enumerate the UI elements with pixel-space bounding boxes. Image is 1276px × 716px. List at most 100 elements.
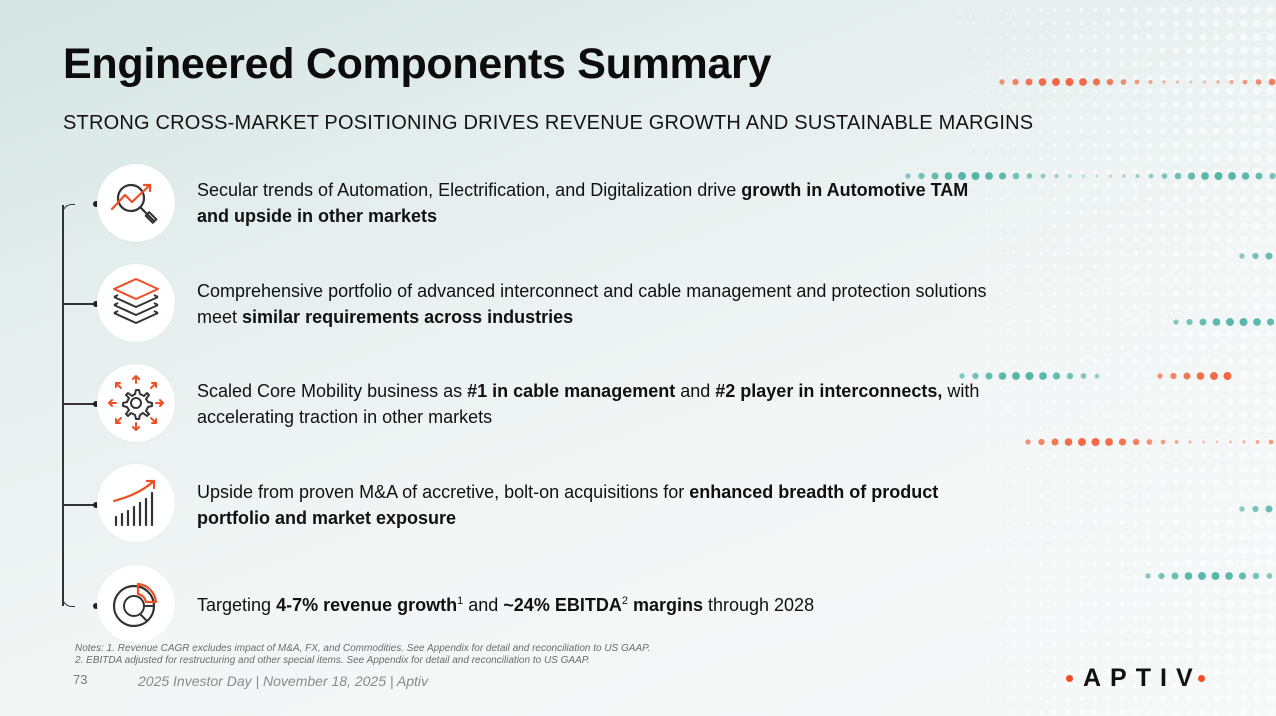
decorative-dot — [1039, 629, 1043, 633]
decorative-dot — [1025, 170, 1030, 174]
decorative-dot — [1199, 182, 1207, 189]
decorative-dot — [1188, 440, 1192, 444]
decorative-dot — [1025, 696, 1030, 701]
decorative-dot — [1172, 141, 1180, 149]
decorative-dot — [1212, 19, 1221, 28]
decorative-dot — [1186, 303, 1193, 311]
decorative-dot — [1226, 505, 1234, 514]
decorative-dot — [1226, 303, 1234, 311]
footnote-ref: 2 — [621, 595, 628, 607]
decorative-dot — [1146, 209, 1152, 216]
decorative-dot — [1146, 587, 1152, 594]
decorative-dot — [1132, 668, 1139, 675]
decorative-dot — [1118, 438, 1127, 446]
decorative-dot — [1266, 235, 1275, 244]
decorative-dot — [959, 22, 961, 25]
decorative-dot — [1239, 681, 1248, 689]
decorative-dot — [1186, 114, 1193, 122]
decorative-dot — [1092, 669, 1098, 674]
decorative-dot — [985, 683, 989, 687]
decorative-dot — [999, 197, 1002, 201]
decorative-dot — [999, 683, 1002, 687]
decorative-dot — [1092, 682, 1098, 688]
logo-dot-right — [1197, 675, 1205, 682]
footer-text: 2025 Investor Day | November 18, 2025 | … — [138, 673, 429, 689]
decorative-dot — [1226, 586, 1234, 595]
decorative-dot — [1212, 343, 1221, 352]
decorative-dot — [1212, 546, 1221, 554]
decorative-dot — [1186, 533, 1193, 540]
decorative-dot — [1212, 154, 1221, 163]
decorative-dot — [1119, 61, 1125, 67]
decorative-dot — [1105, 533, 1112, 540]
decorative-dot — [1226, 6, 1234, 14]
decorative-dot — [1159, 681, 1166, 689]
decorative-dot — [1092, 453, 1098, 458]
decorative-dot — [1186, 627, 1193, 635]
aptiv-logo: APTIV — [1066, 664, 1205, 693]
decorative-dot — [1172, 708, 1180, 716]
decorative-dot — [999, 116, 1002, 120]
decorative-dot — [959, 414, 961, 416]
decorative-dot — [1119, 479, 1125, 486]
decorative-dot — [1159, 600, 1166, 608]
decorative-dot — [1039, 8, 1043, 12]
decorative-dot — [1039, 237, 1043, 242]
pie-chart-icon — [97, 565, 175, 643]
decorative-dot — [985, 589, 989, 592]
decorative-dot — [1199, 425, 1207, 432]
decorative-dot — [1052, 629, 1057, 633]
decorative-dot — [972, 508, 975, 511]
decorative-dot — [1252, 383, 1262, 393]
decorative-dot — [1146, 142, 1152, 148]
decorative-dot — [1199, 290, 1207, 297]
decorative-dot — [1159, 695, 1166, 702]
decorative-dot — [1078, 438, 1086, 446]
decorative-dot — [1012, 345, 1016, 350]
decorative-dot — [1186, 560, 1193, 567]
decorative-dot — [1039, 21, 1043, 26]
decorative-dot — [1212, 384, 1221, 392]
decorative-dot — [1092, 561, 1098, 566]
point-text: and — [463, 595, 504, 615]
decorative-dot — [1092, 264, 1098, 269]
decorative-dot — [1025, 426, 1030, 431]
decorative-dot — [1159, 317, 1166, 324]
decorative-dot — [1210, 372, 1218, 380]
decorative-dot — [1025, 291, 1030, 296]
decorative-dot — [1212, 33, 1221, 41]
decorative-dot — [1039, 197, 1043, 201]
decorative-dot — [1148, 173, 1154, 179]
decorative-dot — [972, 359, 975, 363]
decorative-dot — [1226, 127, 1234, 136]
decorative-dot — [1052, 48, 1057, 53]
decorative-dot — [1065, 21, 1071, 26]
decorative-dot — [1226, 708, 1234, 716]
decorative-dot — [1212, 100, 1221, 109]
decorative-dot — [972, 49, 975, 52]
timeline-branch — [62, 504, 94, 506]
decorative-dot — [1079, 210, 1084, 215]
decorative-dot — [1239, 654, 1248, 662]
decorative-dot — [1012, 291, 1016, 296]
decorative-dot — [1132, 438, 1140, 446]
decorative-dot — [1212, 559, 1221, 568]
decorative-dot — [1052, 156, 1057, 161]
decorative-dot — [1252, 586, 1262, 595]
decorative-dot — [1079, 655, 1084, 661]
decorative-dot — [1146, 223, 1152, 229]
decorative-dot — [1065, 520, 1071, 526]
decorative-dot — [1039, 278, 1043, 282]
decorative-dot — [985, 116, 989, 120]
decorative-dot — [1105, 182, 1112, 189]
decorative-dot — [1132, 317, 1139, 324]
decorative-dot — [1105, 290, 1112, 297]
decorative-dot — [1012, 197, 1016, 201]
decorative-dot — [1172, 546, 1180, 554]
decorative-dot — [1065, 682, 1071, 688]
decorative-dot — [1052, 642, 1057, 647]
decorative-dot — [1159, 533, 1166, 540]
point-text: Secular trends of Automation, Electrific… — [197, 180, 742, 200]
decorative-dot — [1172, 654, 1180, 662]
